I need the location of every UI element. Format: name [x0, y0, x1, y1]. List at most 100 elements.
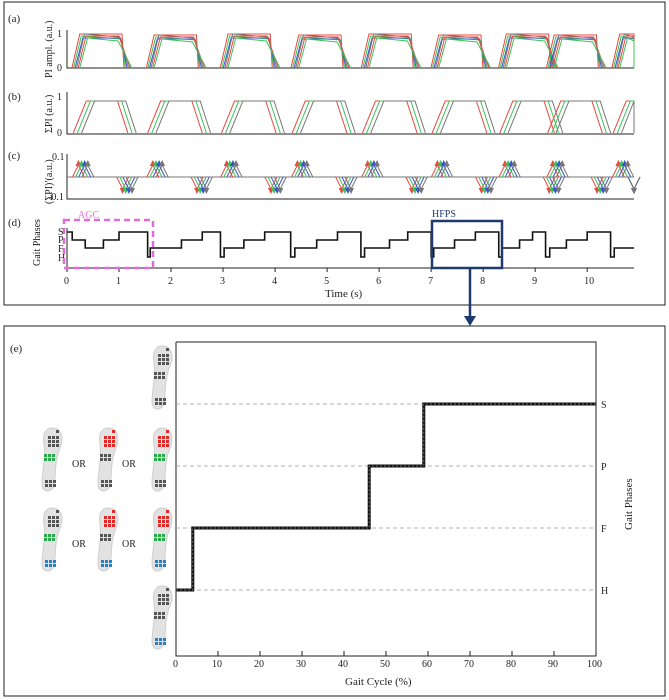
sensor-cell: [56, 510, 59, 513]
panel-e-step-overlay: [176, 403, 596, 591]
sensor-cell: [100, 538, 103, 541]
panel-e-ycat-label: P: [601, 462, 607, 473]
panel-a-ytick-bottom: 0: [57, 63, 62, 74]
sensor-cell: [112, 510, 115, 513]
panel-a-axes: [66, 30, 634, 69]
sensor-cell: [162, 436, 165, 439]
sensor-cell: [158, 444, 161, 447]
sensor-cell: [166, 436, 169, 439]
panel-c-trough-marker: [129, 188, 136, 194]
top-xtick-label: 7: [428, 276, 433, 287]
sensor-cell: [48, 516, 51, 519]
or-label: OR: [72, 539, 86, 550]
panel-a-trace: [438, 38, 492, 69]
sensor-cell: [163, 398, 166, 401]
panel-d-ytick-p: P: [58, 235, 64, 246]
sensor-cell: [48, 458, 51, 461]
panel-b-trace: [440, 100, 496, 134]
foot-outline: [97, 427, 119, 492]
sensor-cell: [159, 560, 162, 563]
sensor-cell: [154, 538, 157, 541]
sensor-cell: [162, 362, 165, 365]
panel-a-traces: [71, 33, 635, 69]
panel-b-ytick-top: 1: [57, 92, 62, 103]
panel-c-peak-marker: [159, 160, 166, 166]
sensor-cell: [162, 538, 165, 541]
panel-b-trace: [81, 100, 137, 134]
panel-b-trace: [291, 100, 348, 134]
panel-c-trough-marker: [277, 188, 284, 194]
or-label: OR: [72, 459, 86, 470]
panel-e-xtick-label: 50: [380, 659, 390, 670]
sensor-cell: [104, 436, 107, 439]
sensor-cell: [48, 436, 51, 439]
sensor-cell: [104, 440, 107, 443]
sensor-cell: [49, 564, 52, 567]
sensor-cell: [162, 524, 165, 527]
panel-a-trace: [152, 36, 206, 69]
sensor-cell: [108, 444, 111, 447]
sensor-cell: [159, 638, 162, 641]
panel-c-trough-marker: [348, 188, 355, 194]
panel-e-axes: [175, 341, 597, 657]
panel-e-xtick-label: 10: [212, 659, 222, 670]
sensor-cell: [154, 376, 157, 379]
sensor-cell: [101, 564, 104, 567]
hfps-box: [430, 219, 504, 270]
panel-d-ytick-f: F: [58, 244, 64, 255]
sensor-cell: [108, 440, 111, 443]
sensor-cell: [155, 398, 158, 401]
panel-a-trace: [436, 36, 490, 69]
sensor-cell: [48, 520, 51, 523]
panel-a-trace: [296, 36, 350, 69]
panel-c-trough-marker: [603, 188, 610, 194]
sensor-cell: [158, 598, 161, 601]
sensor-cell: [166, 598, 169, 601]
sensor-cell: [163, 638, 166, 641]
sensor-cell: [158, 612, 161, 615]
panel-e-xlabel: Gait Cycle (%): [345, 676, 412, 688]
sensor-cell: [44, 534, 47, 537]
sensor-cell: [101, 560, 104, 563]
panel-b-traces: [72, 100, 635, 134]
sensor-cell: [158, 362, 161, 365]
sensor-cell: [158, 616, 161, 619]
sensor-cell: [158, 436, 161, 439]
sensor-cell: [166, 520, 169, 523]
sensor-cell: [48, 538, 51, 541]
panel-a-trace: [619, 37, 635, 69]
panel-c-trough-marker: [203, 188, 210, 194]
sensor-cell: [108, 458, 111, 461]
sensor-cell: [158, 354, 161, 357]
sensor-cell: [48, 440, 51, 443]
sensor-cell: [49, 560, 52, 563]
panel-d-ylabel: Gait Phases: [32, 219, 43, 266]
sensor-cell: [56, 430, 59, 433]
foot-insole-icon: [151, 585, 173, 650]
panel-c-trace: [627, 176, 641, 191]
panel-d-ytick-s: S: [58, 227, 64, 238]
sensor-cell: [112, 436, 115, 439]
sensor-cell: [56, 516, 59, 519]
panel-b-trace: [76, 100, 133, 134]
sensor-cell: [158, 372, 161, 375]
sensor-cell: [158, 524, 161, 527]
sensor-cell: [52, 520, 55, 523]
sensor-cell: [155, 642, 158, 645]
panel-e-xtick-label: 60: [422, 659, 432, 670]
foot-insole-icon: [151, 507, 173, 572]
sensor-cell: [100, 458, 103, 461]
panel-d-label: (d): [8, 217, 21, 229]
foot-insole-icon: [151, 345, 173, 410]
sensor-cell: [104, 454, 107, 457]
panel-b-trace: [362, 100, 418, 134]
sensor-cell: [158, 602, 161, 605]
sensor-cell: [56, 440, 59, 443]
panel-b-trace: [225, 100, 281, 134]
panel-e-xtick-label: 100: [587, 659, 602, 670]
sensor-cell: [158, 454, 161, 457]
panel-e-label: (e): [10, 343, 23, 355]
panel-b-trace: [151, 100, 207, 134]
panel-e-ycat-label: H: [601, 586, 608, 597]
sensor-cell: [108, 520, 111, 523]
